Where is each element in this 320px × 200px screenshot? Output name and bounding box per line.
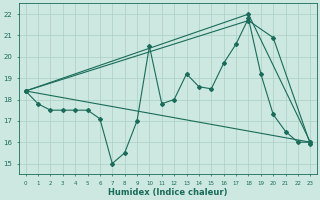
X-axis label: Humidex (Indice chaleur): Humidex (Indice chaleur) bbox=[108, 188, 228, 197]
